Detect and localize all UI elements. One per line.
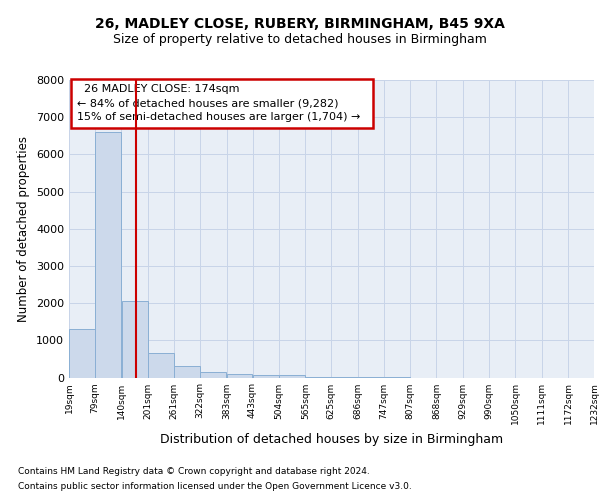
Bar — [148, 354, 173, 378]
X-axis label: Distribution of detached houses by size in Birmingham: Distribution of detached houses by size … — [160, 433, 503, 446]
Bar — [95, 132, 121, 378]
Text: 26 MADLEY CLOSE: 174sqm
← 84% of detached houses are smaller (9,282)
15% of semi: 26 MADLEY CLOSE: 174sqm ← 84% of detache… — [77, 84, 367, 122]
Bar — [69, 329, 95, 378]
Y-axis label: Number of detached properties: Number of detached properties — [17, 136, 31, 322]
Bar — [122, 302, 148, 378]
Bar — [279, 374, 305, 378]
Bar — [227, 374, 253, 378]
Text: Contains public sector information licensed under the Open Government Licence v3: Contains public sector information licen… — [18, 482, 412, 491]
Text: Contains HM Land Registry data © Crown copyright and database right 2024.: Contains HM Land Registry data © Crown c… — [18, 467, 370, 476]
Text: Size of property relative to detached houses in Birmingham: Size of property relative to detached ho… — [113, 32, 487, 46]
Text: 26, MADLEY CLOSE, RUBERY, BIRMINGHAM, B45 9XA: 26, MADLEY CLOSE, RUBERY, BIRMINGHAM, B4… — [95, 18, 505, 32]
Bar — [200, 372, 226, 378]
Bar — [174, 366, 200, 378]
Bar — [253, 374, 279, 378]
